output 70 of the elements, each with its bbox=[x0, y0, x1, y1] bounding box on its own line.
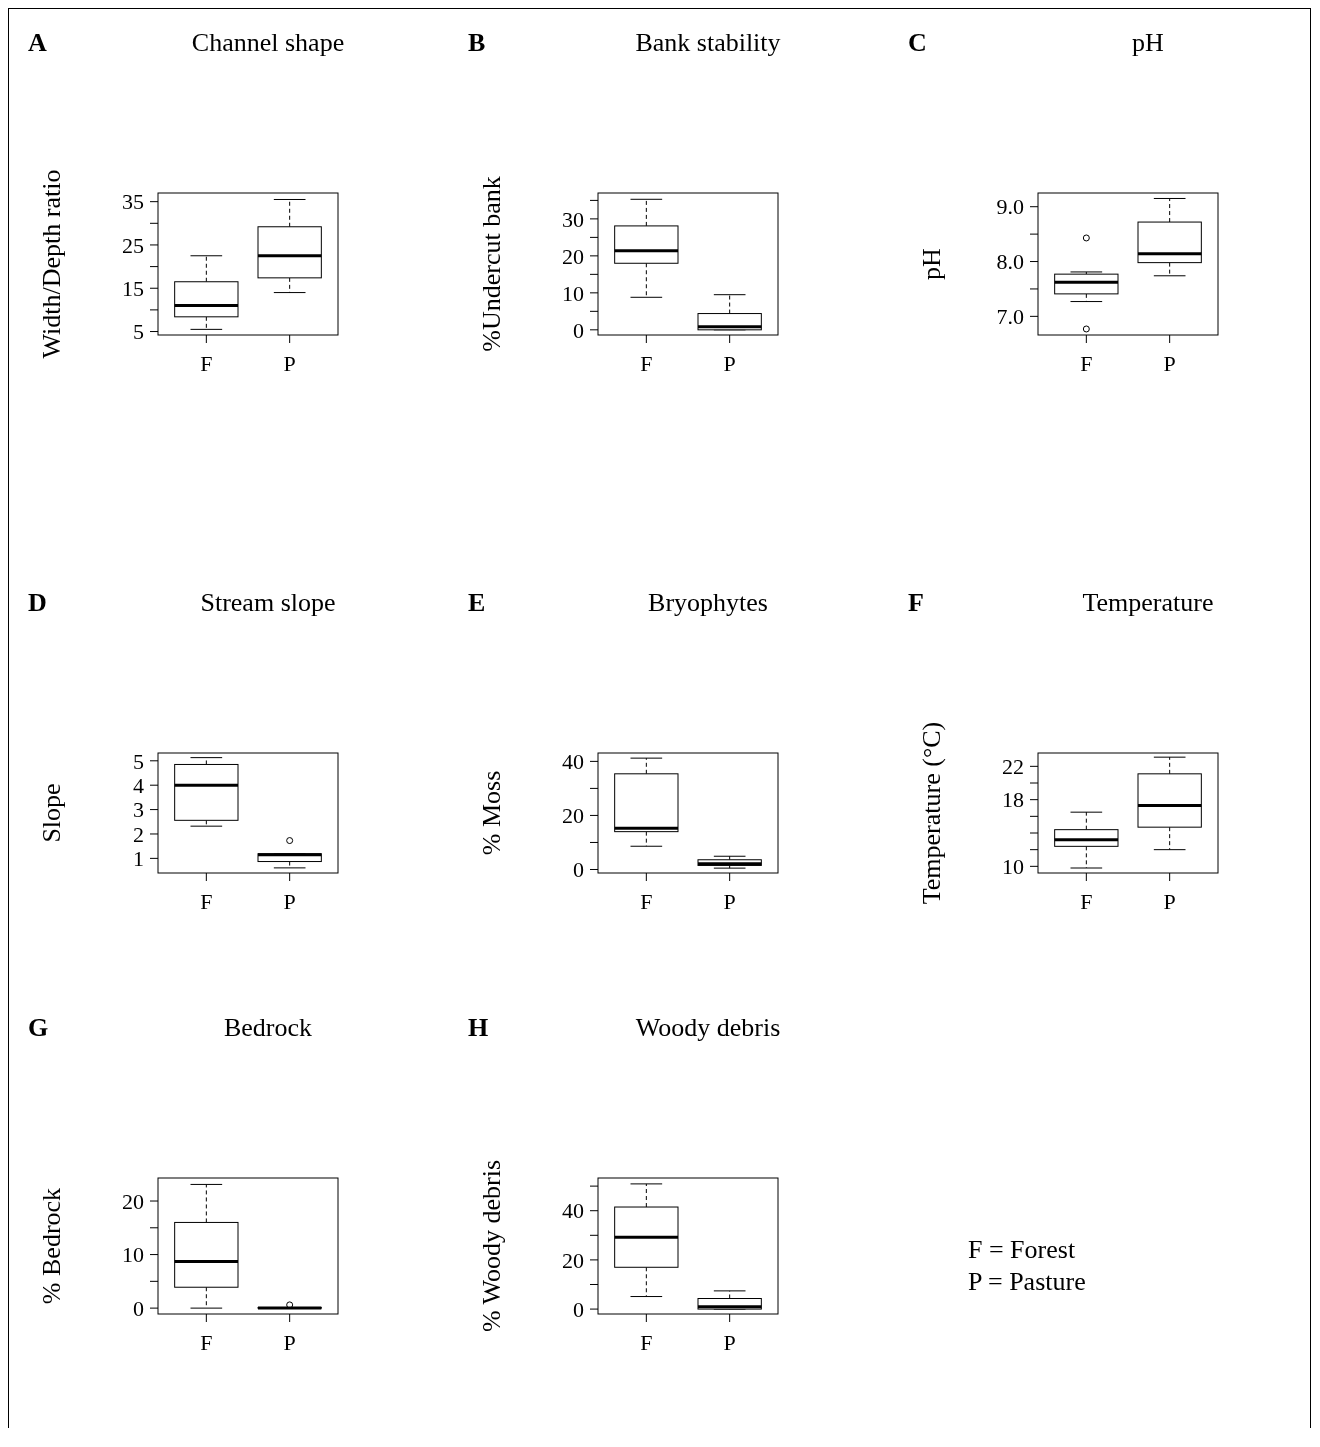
y-tick-label: 30 bbox=[562, 206, 584, 232]
y-tick-label: 0 bbox=[133, 1295, 144, 1321]
x-tick-label: P bbox=[723, 889, 736, 914]
chart-title: Bank stability bbox=[635, 28, 781, 57]
x-tick-label: P bbox=[723, 1330, 736, 1355]
chart-title: Stream slope bbox=[200, 588, 336, 617]
chart-title: Temperature bbox=[1082, 588, 1214, 617]
y-tick-label: 7.0 bbox=[996, 304, 1024, 330]
y-tick-label: 9.0 bbox=[996, 194, 1024, 220]
x-tick-label: P bbox=[283, 1330, 296, 1355]
text: E bbox=[468, 588, 486, 617]
text: H bbox=[468, 1013, 489, 1042]
text: B bbox=[468, 28, 486, 57]
y-tick-label: 22 bbox=[1002, 754, 1024, 780]
y-axis-title: Width/Depth ratio bbox=[37, 169, 66, 359]
y-tick-label: 40 bbox=[562, 749, 584, 775]
x-tick-label: P bbox=[283, 889, 296, 914]
x-tick-label: F bbox=[200, 889, 213, 914]
y-tick-label: 20 bbox=[562, 243, 584, 269]
x-tick-label: F bbox=[1080, 351, 1093, 376]
y-tick-label: 4 bbox=[133, 772, 144, 798]
y-tick-label: 0 bbox=[573, 317, 584, 343]
chart-title: Bedrock bbox=[223, 1013, 313, 1042]
y-tick-label: 10 bbox=[562, 280, 584, 306]
y-tick-label: 35 bbox=[122, 189, 144, 215]
y-axis-title: % Moss bbox=[477, 770, 506, 856]
y-axis-title: Slope bbox=[37, 783, 66, 843]
y-tick-label: 2 bbox=[133, 821, 144, 847]
y-tick-label: 18 bbox=[1002, 787, 1024, 813]
x-tick-label: P bbox=[283, 351, 296, 376]
y-tick-label: 1 bbox=[133, 846, 144, 872]
chart-title: pH bbox=[1132, 28, 1165, 57]
y-tick-label: 25 bbox=[122, 232, 144, 258]
y-tick-label: 20 bbox=[562, 803, 584, 829]
y-axis-title: Temperature (°C) bbox=[917, 721, 946, 905]
text: C bbox=[908, 28, 927, 57]
text: A bbox=[28, 28, 47, 57]
x-tick-label: F bbox=[200, 351, 213, 376]
y-tick-label: 0 bbox=[573, 1296, 584, 1322]
x-tick-label: F bbox=[640, 351, 653, 376]
y-tick-label: 40 bbox=[562, 1198, 584, 1224]
x-tick-label: F bbox=[1080, 889, 1093, 914]
y-tick-label: 10 bbox=[122, 1242, 144, 1268]
text: F bbox=[908, 588, 924, 617]
y-tick-label: 15 bbox=[122, 275, 144, 301]
chart-title: Woody debris bbox=[635, 1013, 781, 1042]
text: G bbox=[28, 1013, 49, 1042]
y-tick-label: 8.0 bbox=[996, 249, 1024, 275]
y-tick-label: 5 bbox=[133, 319, 144, 345]
chart-title: Bryophytes bbox=[648, 588, 768, 617]
y-axis-title: % Woody debris bbox=[477, 1159, 506, 1333]
text: D bbox=[28, 588, 47, 617]
y-tick-label: 20 bbox=[562, 1247, 584, 1273]
x-tick-label: P bbox=[723, 351, 736, 376]
y-tick-label: 3 bbox=[133, 797, 144, 823]
y-axis-title: % Bedrock bbox=[37, 1187, 66, 1305]
text: P = Pasture bbox=[968, 1267, 1086, 1296]
x-tick-label: P bbox=[1163, 351, 1176, 376]
x-tick-label: F bbox=[640, 1330, 653, 1355]
y-tick-label: 5 bbox=[133, 748, 144, 774]
y-tick-label: 10 bbox=[1002, 854, 1024, 880]
y-tick-label: 20 bbox=[122, 1188, 144, 1214]
x-tick-label: F bbox=[200, 1330, 213, 1355]
y-tick-label: 0 bbox=[573, 857, 584, 883]
x-tick-label: F bbox=[640, 889, 653, 914]
chart-title: Channel shape bbox=[191, 28, 345, 57]
y-axis-title: pH bbox=[917, 247, 946, 280]
x-tick-label: P bbox=[1163, 889, 1176, 914]
y-axis-title: %Undercut bank bbox=[477, 176, 506, 352]
text: F = Forest bbox=[968, 1235, 1076, 1264]
